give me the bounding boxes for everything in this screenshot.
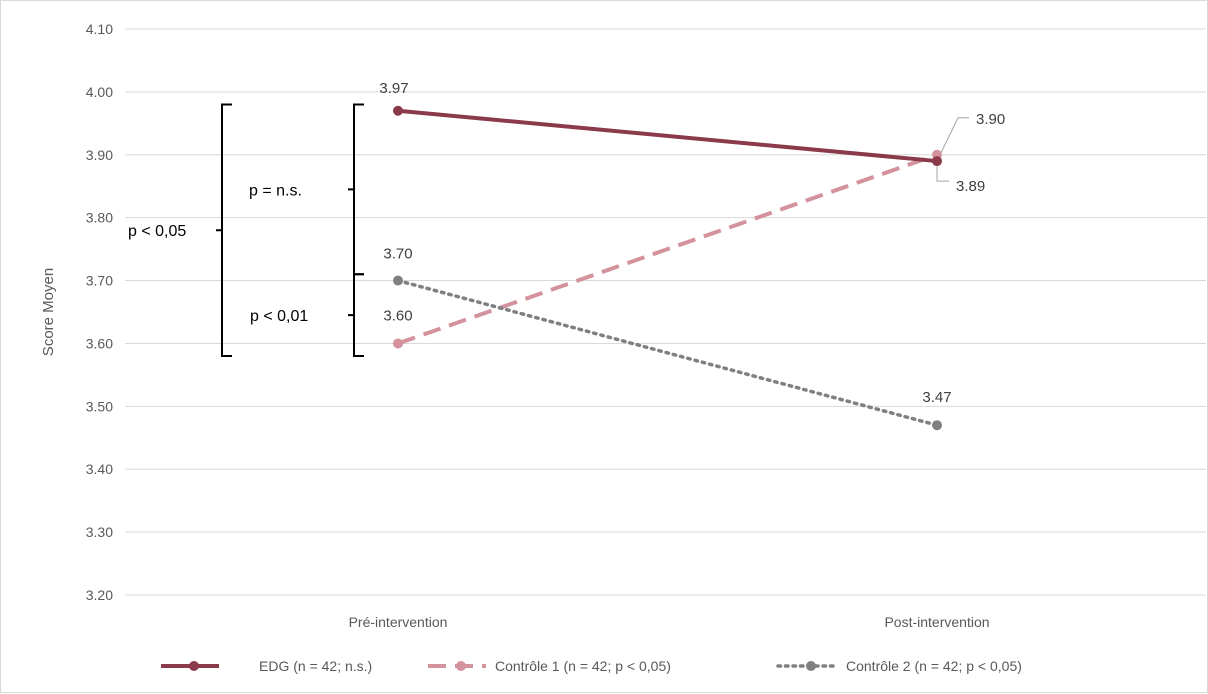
legend-item: EDG (n = 42; n.s.) xyxy=(161,658,372,674)
legend-label: Contrôle 2 (n = 42; p < 0,05) xyxy=(846,658,1022,674)
series-line xyxy=(396,278,939,427)
significance-brackets: p < 0,05 p = n.s. p < 0,01 xyxy=(128,103,364,358)
y-tick-label: 3.20 xyxy=(86,587,113,603)
data-label: 3.90 xyxy=(976,111,1005,128)
leader-line xyxy=(936,166,949,182)
legend-item: Contrôle 1 (n = 42; p < 0,05) xyxy=(428,658,671,674)
bracket-line xyxy=(216,103,232,358)
bracket: p = n.s. xyxy=(249,103,364,276)
series-lines xyxy=(393,105,942,431)
y-tick-label: 3.70 xyxy=(86,273,113,289)
x-category-label: Pré-intervention xyxy=(349,614,448,630)
y-tick-label: 3.60 xyxy=(86,335,113,351)
data-point xyxy=(932,156,942,167)
y-tick-label: 4.00 xyxy=(86,84,113,100)
x-category-label: Post-intervention xyxy=(884,614,989,630)
bracket-label: p < 0,05 xyxy=(128,223,186,240)
series-2 xyxy=(393,149,942,349)
data-label: 3.89 xyxy=(956,178,985,195)
legend-label: Contrôle 1 (n = 42; p < 0,05) xyxy=(495,658,671,674)
bracket-label: p < 0,01 xyxy=(250,308,308,325)
bracket-label: p = n.s. xyxy=(249,182,302,199)
legend-item: Contrôle 2 (n = 42; p < 0,05) xyxy=(776,658,1022,674)
series-line xyxy=(397,152,938,346)
y-tick-label: 3.90 xyxy=(86,147,113,163)
bracket: p < 0,05 xyxy=(128,103,232,358)
data-point xyxy=(393,338,403,349)
y-tick-label: 3.30 xyxy=(86,524,113,540)
bracket-line xyxy=(348,273,364,358)
data-point xyxy=(393,275,403,286)
data-point xyxy=(393,105,403,116)
y-tick-label: 3.80 xyxy=(86,210,113,226)
y-axis-label: Score Moyen xyxy=(40,268,57,356)
leader-line xyxy=(940,117,969,153)
legend-label: EDG (n = 42; n.s.) xyxy=(259,658,372,674)
series-line xyxy=(397,108,938,164)
legend-marker xyxy=(456,661,466,671)
bracket: p < 0,01 xyxy=(250,273,364,358)
data-label: 3.60 xyxy=(383,307,412,324)
data-label: 3.70 xyxy=(383,246,412,263)
series-1 xyxy=(393,105,942,167)
data-label: 3.97 xyxy=(379,80,408,97)
y-tick-label: 3.40 xyxy=(86,461,113,477)
legend: EDG (n = 42; n.s.) Contrôle 1 (n = 42; p … xyxy=(161,658,1022,674)
legend-marker xyxy=(189,661,199,671)
bracket-line xyxy=(348,103,364,276)
y-tick-label: 4.10 xyxy=(86,21,113,37)
legend-marker xyxy=(806,661,816,671)
data-labels: 3.97 3.89 3.60 3.90 3.70 3.47 xyxy=(379,80,1005,406)
gridlines xyxy=(125,28,1206,596)
data-label: 3.47 xyxy=(922,389,951,406)
x-axis-categories: Pré-intervention Post-intervention xyxy=(349,614,990,630)
data-point xyxy=(932,420,942,431)
series-3 xyxy=(393,275,942,431)
y-tick-label: 3.50 xyxy=(86,398,113,414)
y-axis-ticks: 4.10 4.00 3.90 3.80 3.70 3.60 3.50 3.40 3.30 3.20 xyxy=(86,21,113,603)
